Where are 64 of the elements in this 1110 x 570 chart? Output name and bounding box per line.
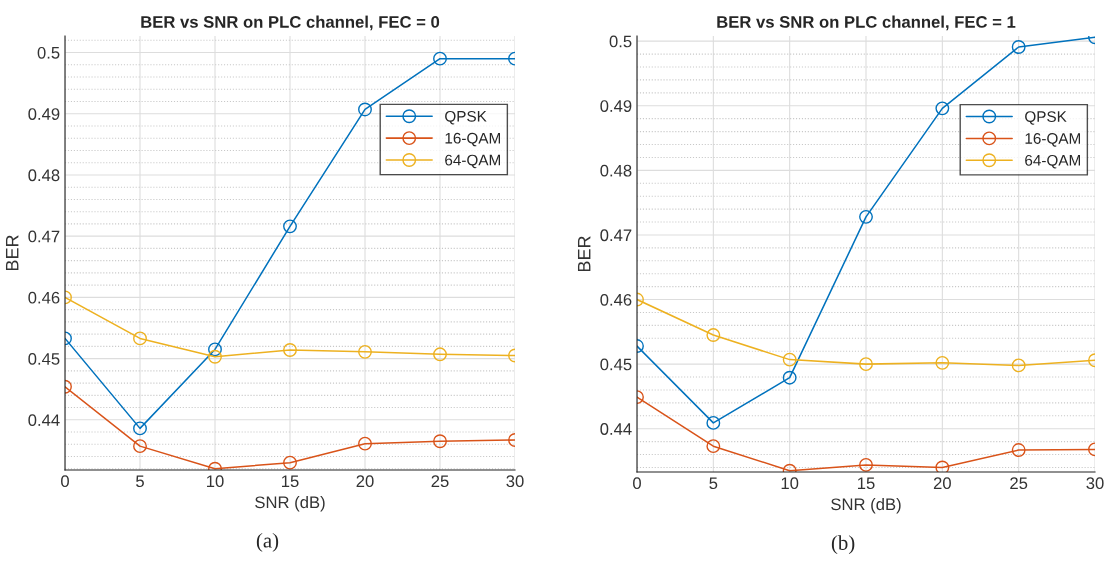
point (859, 209, 873, 224)
point (208, 349, 222, 364)
x-tick-label: 10 (781, 477, 799, 490)
y-tick-label: 0.49 (600, 100, 632, 112)
point (1011, 443, 1026, 457)
point (1011, 358, 1026, 373)
y-tick-label: 0.46 (28, 291, 60, 304)
chart-title: BER vs SNR on PLC channel, FEC = 1 (717, 15, 1016, 31)
point (283, 455, 297, 470)
x-tick-label: 5 (709, 477, 718, 490)
x-tick-label: 0 (633, 477, 641, 490)
x-tick-label: 5 (136, 475, 144, 488)
x-tick-label: 20 (933, 477, 951, 490)
text: (b) (831, 535, 855, 555)
legend-label: QPSK (1025, 111, 1067, 125)
y-axis-title: BER (5, 235, 19, 271)
x-axis-title: SNR (dB) (831, 497, 901, 514)
x-tick-label: 20 (356, 475, 374, 488)
x-tick-label: 15 (282, 475, 299, 488)
x-tick-label: 15 (858, 477, 875, 490)
point (358, 344, 372, 359)
x-tick-label: 25 (1010, 477, 1028, 490)
point (706, 439, 721, 454)
y-tick-label: 0.47 (28, 230, 60, 243)
point (1011, 40, 1026, 54)
point (706, 415, 721, 430)
point (935, 355, 950, 370)
y-tick-label: 0.45 (28, 352, 60, 365)
y-tick-label: 0.44 (600, 423, 632, 435)
y-tick-label: 0.5 (609, 35, 632, 48)
legend-label: 64-QAM (445, 154, 500, 169)
legend-label: QPSK (445, 110, 487, 125)
y-tick-label: 0.46 (600, 293, 632, 306)
point (859, 457, 873, 472)
point (706, 328, 721, 343)
y-tick-label: 0.45 (600, 358, 632, 371)
text: (a) (256, 532, 279, 552)
point (782, 370, 797, 385)
y-tick-label: 0.48 (28, 169, 60, 182)
y-tick-label: 0.48 (600, 164, 632, 177)
point (859, 357, 873, 372)
point (358, 436, 372, 451)
y-tick-label: 0.47 (600, 229, 632, 242)
chart-title: BER vs SNR on PLC channel, FEC = 0 (141, 15, 440, 31)
point (283, 219, 297, 234)
y-tick-label: 0.5 (37, 46, 60, 59)
point (358, 102, 372, 117)
point (283, 343, 297, 357)
y-tick-label: 0.44 (28, 414, 60, 427)
x-axis-title: SNR (dB) (255, 495, 325, 512)
point (782, 352, 797, 367)
y-tick-label: 0.49 (28, 108, 60, 120)
x-tick-label: 25 (431, 475, 449, 488)
x-tick-label: 30 (506, 475, 524, 488)
y-axis-title: BER (577, 236, 591, 272)
legend-label: 64-QAM (1025, 154, 1080, 169)
x-tick-label: 10 (207, 475, 224, 488)
point (208, 342, 222, 357)
x-tick-label: 0 (61, 475, 69, 488)
point (935, 101, 950, 116)
point (935, 460, 950, 472)
legend-label: 16-QAM (1025, 133, 1080, 147)
x-tick-label: 30 (1086, 477, 1104, 490)
legend-label: 16-QAM (445, 132, 500, 147)
